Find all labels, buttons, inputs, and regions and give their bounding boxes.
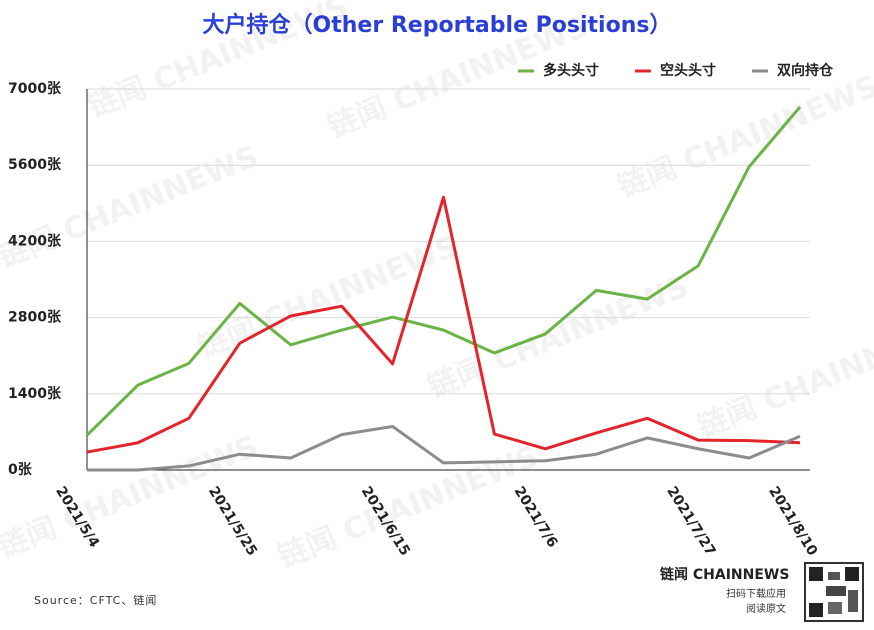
brand: 链闻 CHAINNEWS xyxy=(660,566,789,583)
y-tick-label: 4200张 xyxy=(8,233,62,249)
series-line xyxy=(85,105,802,437)
y-tick-label: 5600张 xyxy=(8,157,62,173)
y-tick-label: 0张 xyxy=(8,462,33,478)
series-line xyxy=(86,195,801,454)
legend-label: 多头头寸 xyxy=(543,62,599,79)
legend-label: 双向持仓 xyxy=(777,62,834,79)
source: Source：CFTC、链闻 xyxy=(34,593,157,607)
brand-line: 扫码下载应用 xyxy=(726,587,786,600)
series-line xyxy=(87,424,801,472)
chart-title: 大户持仓（Other Reportable Positions） xyxy=(203,12,672,38)
legend-label: 空头头寸 xyxy=(660,62,716,79)
qr-code xyxy=(804,562,864,622)
brand-line: 阅读原文 xyxy=(746,602,786,615)
y-tick-label: 1400张 xyxy=(8,386,62,402)
y-tick-label: 7000张 xyxy=(8,81,62,97)
y-tick-label: 2800张 xyxy=(8,310,62,326)
